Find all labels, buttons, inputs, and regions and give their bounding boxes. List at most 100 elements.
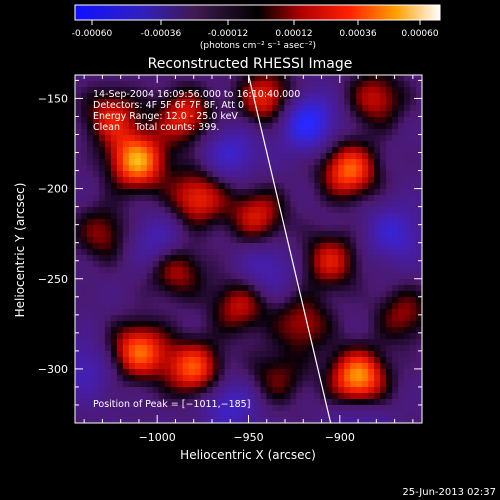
heatmap-cell bbox=[152, 255, 160, 262]
heatmap-cell bbox=[188, 219, 196, 226]
heatmap-cell bbox=[296, 129, 303, 136]
heatmap-cell bbox=[230, 111, 238, 118]
heatmap-cell bbox=[140, 273, 148, 280]
heatmap-cell bbox=[164, 177, 172, 184]
heatmap-cell bbox=[92, 387, 100, 394]
heatmap-cell bbox=[176, 375, 184, 382]
heatmap-cell bbox=[140, 393, 148, 400]
heatmap-cell bbox=[350, 147, 357, 154]
heatmap-cell bbox=[254, 81, 262, 88]
heatmap-cell bbox=[368, 327, 375, 334]
heatmap-cell bbox=[284, 255, 291, 262]
heatmap-cell bbox=[410, 315, 417, 322]
heatmap-cell bbox=[230, 153, 238, 160]
heatmap-cell bbox=[254, 381, 262, 388]
heatmap-cell bbox=[200, 267, 208, 274]
heatmap-cell bbox=[206, 405, 214, 412]
heatmap-cell bbox=[122, 267, 130, 274]
heatmap-cell bbox=[302, 297, 309, 304]
heatmap-cell bbox=[338, 93, 345, 100]
heatmap-cell bbox=[410, 411, 417, 418]
heatmap-cell bbox=[194, 129, 202, 136]
heatmap-cell bbox=[218, 231, 226, 238]
heatmap-cell bbox=[362, 417, 369, 423]
heatmap-cell bbox=[212, 249, 220, 256]
heatmap-cell bbox=[230, 381, 238, 388]
heatmap-cell bbox=[128, 321, 136, 328]
heatmap-cell bbox=[272, 75, 280, 82]
heatmap-cell bbox=[260, 231, 268, 238]
heatmap-cell bbox=[374, 171, 381, 178]
heatmap-cell bbox=[356, 279, 363, 286]
heatmap-cell bbox=[230, 315, 238, 322]
heatmap-cell bbox=[290, 189, 297, 196]
heatmap-cell bbox=[308, 369, 315, 376]
heatmap-cell bbox=[140, 369, 148, 376]
heatmap-cell bbox=[260, 171, 268, 178]
heatmap-cell bbox=[350, 327, 357, 334]
heatmap-cell bbox=[410, 387, 417, 394]
heatmap-cell bbox=[200, 273, 208, 280]
heatmap-cell bbox=[398, 411, 405, 418]
heatmap-cell bbox=[368, 339, 375, 346]
heatmap-cell bbox=[116, 261, 124, 268]
heatmap-cell bbox=[356, 105, 363, 112]
heatmap-cell bbox=[290, 117, 297, 124]
heatmap-cell bbox=[236, 177, 244, 184]
heatmap-cell bbox=[134, 123, 142, 130]
heatmap-cell bbox=[404, 315, 411, 322]
heatmap-cell bbox=[116, 255, 124, 262]
heatmap-cell bbox=[158, 399, 166, 406]
heatmap-cell bbox=[230, 279, 238, 286]
heatmap-cell bbox=[284, 81, 291, 88]
heatmap-cell bbox=[134, 399, 142, 406]
heatmap-cell bbox=[104, 351, 112, 358]
heatmap-cell bbox=[392, 171, 399, 178]
heatmap-cell bbox=[392, 399, 399, 406]
heatmap-cell bbox=[134, 189, 142, 196]
heatmap-cell bbox=[302, 381, 309, 388]
heatmap-cell bbox=[374, 105, 381, 112]
heatmap-cell bbox=[188, 369, 196, 376]
heatmap-cell bbox=[284, 219, 291, 226]
heatmap-cell bbox=[158, 417, 166, 423]
heatmap-cell bbox=[134, 255, 142, 262]
heatmap-cell bbox=[152, 99, 160, 106]
heatmap-cell bbox=[302, 243, 309, 250]
heatmap-cell bbox=[362, 147, 369, 154]
heatmap-cell bbox=[230, 105, 238, 112]
heatmap-cell bbox=[416, 93, 422, 100]
heatmap-cell bbox=[236, 279, 244, 286]
heatmap-cell bbox=[320, 105, 327, 112]
heatmap-cell bbox=[242, 279, 250, 286]
heatmap-cell bbox=[260, 387, 268, 394]
heatmap-cell bbox=[194, 201, 202, 208]
heatmap-cell bbox=[338, 399, 345, 406]
heatmap-cell bbox=[302, 87, 309, 94]
heatmap-cell bbox=[188, 105, 196, 112]
heatmap-cell bbox=[314, 267, 321, 274]
heatmap-cell bbox=[278, 231, 285, 238]
heatmap-cell bbox=[104, 315, 112, 322]
heatmap-cell bbox=[308, 189, 315, 196]
heatmap-cell bbox=[200, 189, 208, 196]
heatmap-cell bbox=[182, 357, 190, 364]
heatmap-cell bbox=[392, 291, 399, 298]
heatmap-cell bbox=[164, 309, 172, 316]
heatmap-cell bbox=[236, 183, 244, 190]
heatmap-cell bbox=[218, 177, 226, 184]
heatmap-cell bbox=[404, 165, 411, 172]
heatmap-image bbox=[75, 75, 422, 423]
heatmap-cell bbox=[338, 405, 345, 412]
heatmap-cell bbox=[284, 393, 291, 400]
heatmap-cell bbox=[380, 183, 387, 190]
heatmap-cell bbox=[254, 345, 262, 352]
heatmap-cell bbox=[170, 279, 178, 286]
heatmap-cell bbox=[350, 225, 357, 232]
heatmap-cell bbox=[296, 411, 303, 418]
heatmap-cell bbox=[350, 267, 357, 274]
heatmap-cell bbox=[398, 291, 405, 298]
heatmap-cell bbox=[206, 177, 214, 184]
heatmap-cell bbox=[368, 105, 375, 112]
heatmap-cell bbox=[242, 213, 250, 220]
